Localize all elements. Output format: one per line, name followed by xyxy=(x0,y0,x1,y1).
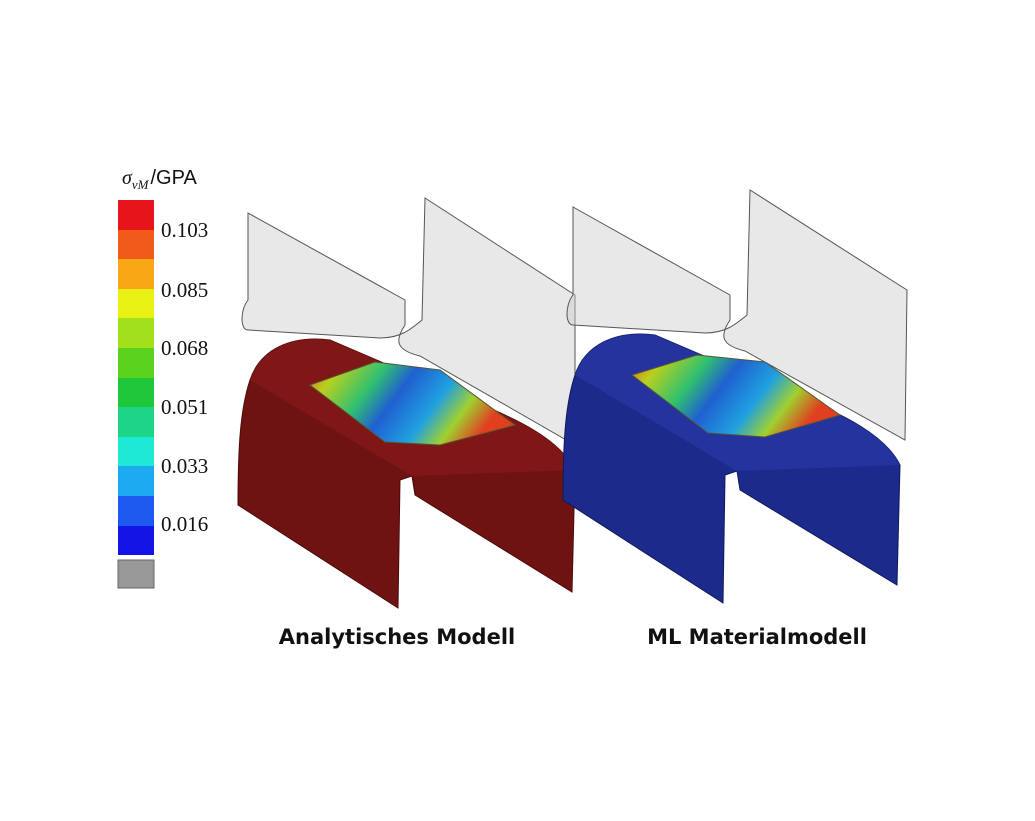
colorbar xyxy=(117,200,155,589)
caption: ML Materialmodell xyxy=(647,625,867,649)
legend-label: 0.051 xyxy=(161,395,208,419)
legend-label: 0.103 xyxy=(161,218,208,242)
model-ml xyxy=(562,189,908,604)
legend-label: 0.085 xyxy=(161,278,208,302)
legend-label: 0.068 xyxy=(161,336,208,360)
legend-label: 0.016 xyxy=(161,512,208,536)
legend-title: σvM/GPA xyxy=(122,167,197,192)
colorbar-labels: 0.103 0.085 0.068 0.051 0.033 0.016 xyxy=(161,218,208,536)
caption: Analytisches Modell xyxy=(279,625,515,649)
model-analytic xyxy=(237,197,576,609)
legend-label: 0.033 xyxy=(161,454,208,478)
